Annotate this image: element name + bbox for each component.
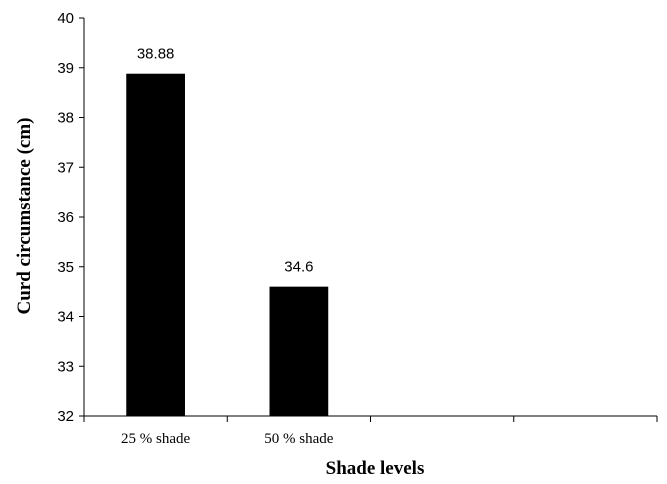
y-tick-label: 35: [57, 259, 74, 276]
y-tick-label: 38: [57, 110, 74, 127]
y-tick-label: 36: [57, 209, 74, 226]
y-axis-title: Curd circumstance (cm): [14, 118, 35, 315]
bar: [269, 286, 329, 416]
x-axis-title: Shade levels: [326, 458, 425, 479]
bar-value-label: 38.88: [137, 46, 175, 63]
bar: [126, 73, 185, 416]
x-axis-ticks: 25 % shade 50 % shade: [83, 416, 658, 447]
y-tick-label: 33: [57, 358, 74, 375]
y-tick-label: 32: [57, 408, 74, 425]
x-tick-label: 25 % shade: [121, 431, 190, 447]
y-tick-label: 34: [57, 309, 74, 326]
x-tick-label: 50 % shade: [264, 431, 333, 447]
y-tick-label: 37: [57, 159, 74, 176]
bar-value-label: 34.6: [284, 259, 313, 276]
y-tick-label: 40: [57, 10, 74, 27]
bars: [126, 73, 329, 416]
y-tick-label: 39: [57, 60, 74, 77]
data-labels: 38.88 34.6: [137, 46, 314, 276]
y-axis-ticks: 32 33 34 35 36 37 38 39 40: [57, 10, 84, 425]
